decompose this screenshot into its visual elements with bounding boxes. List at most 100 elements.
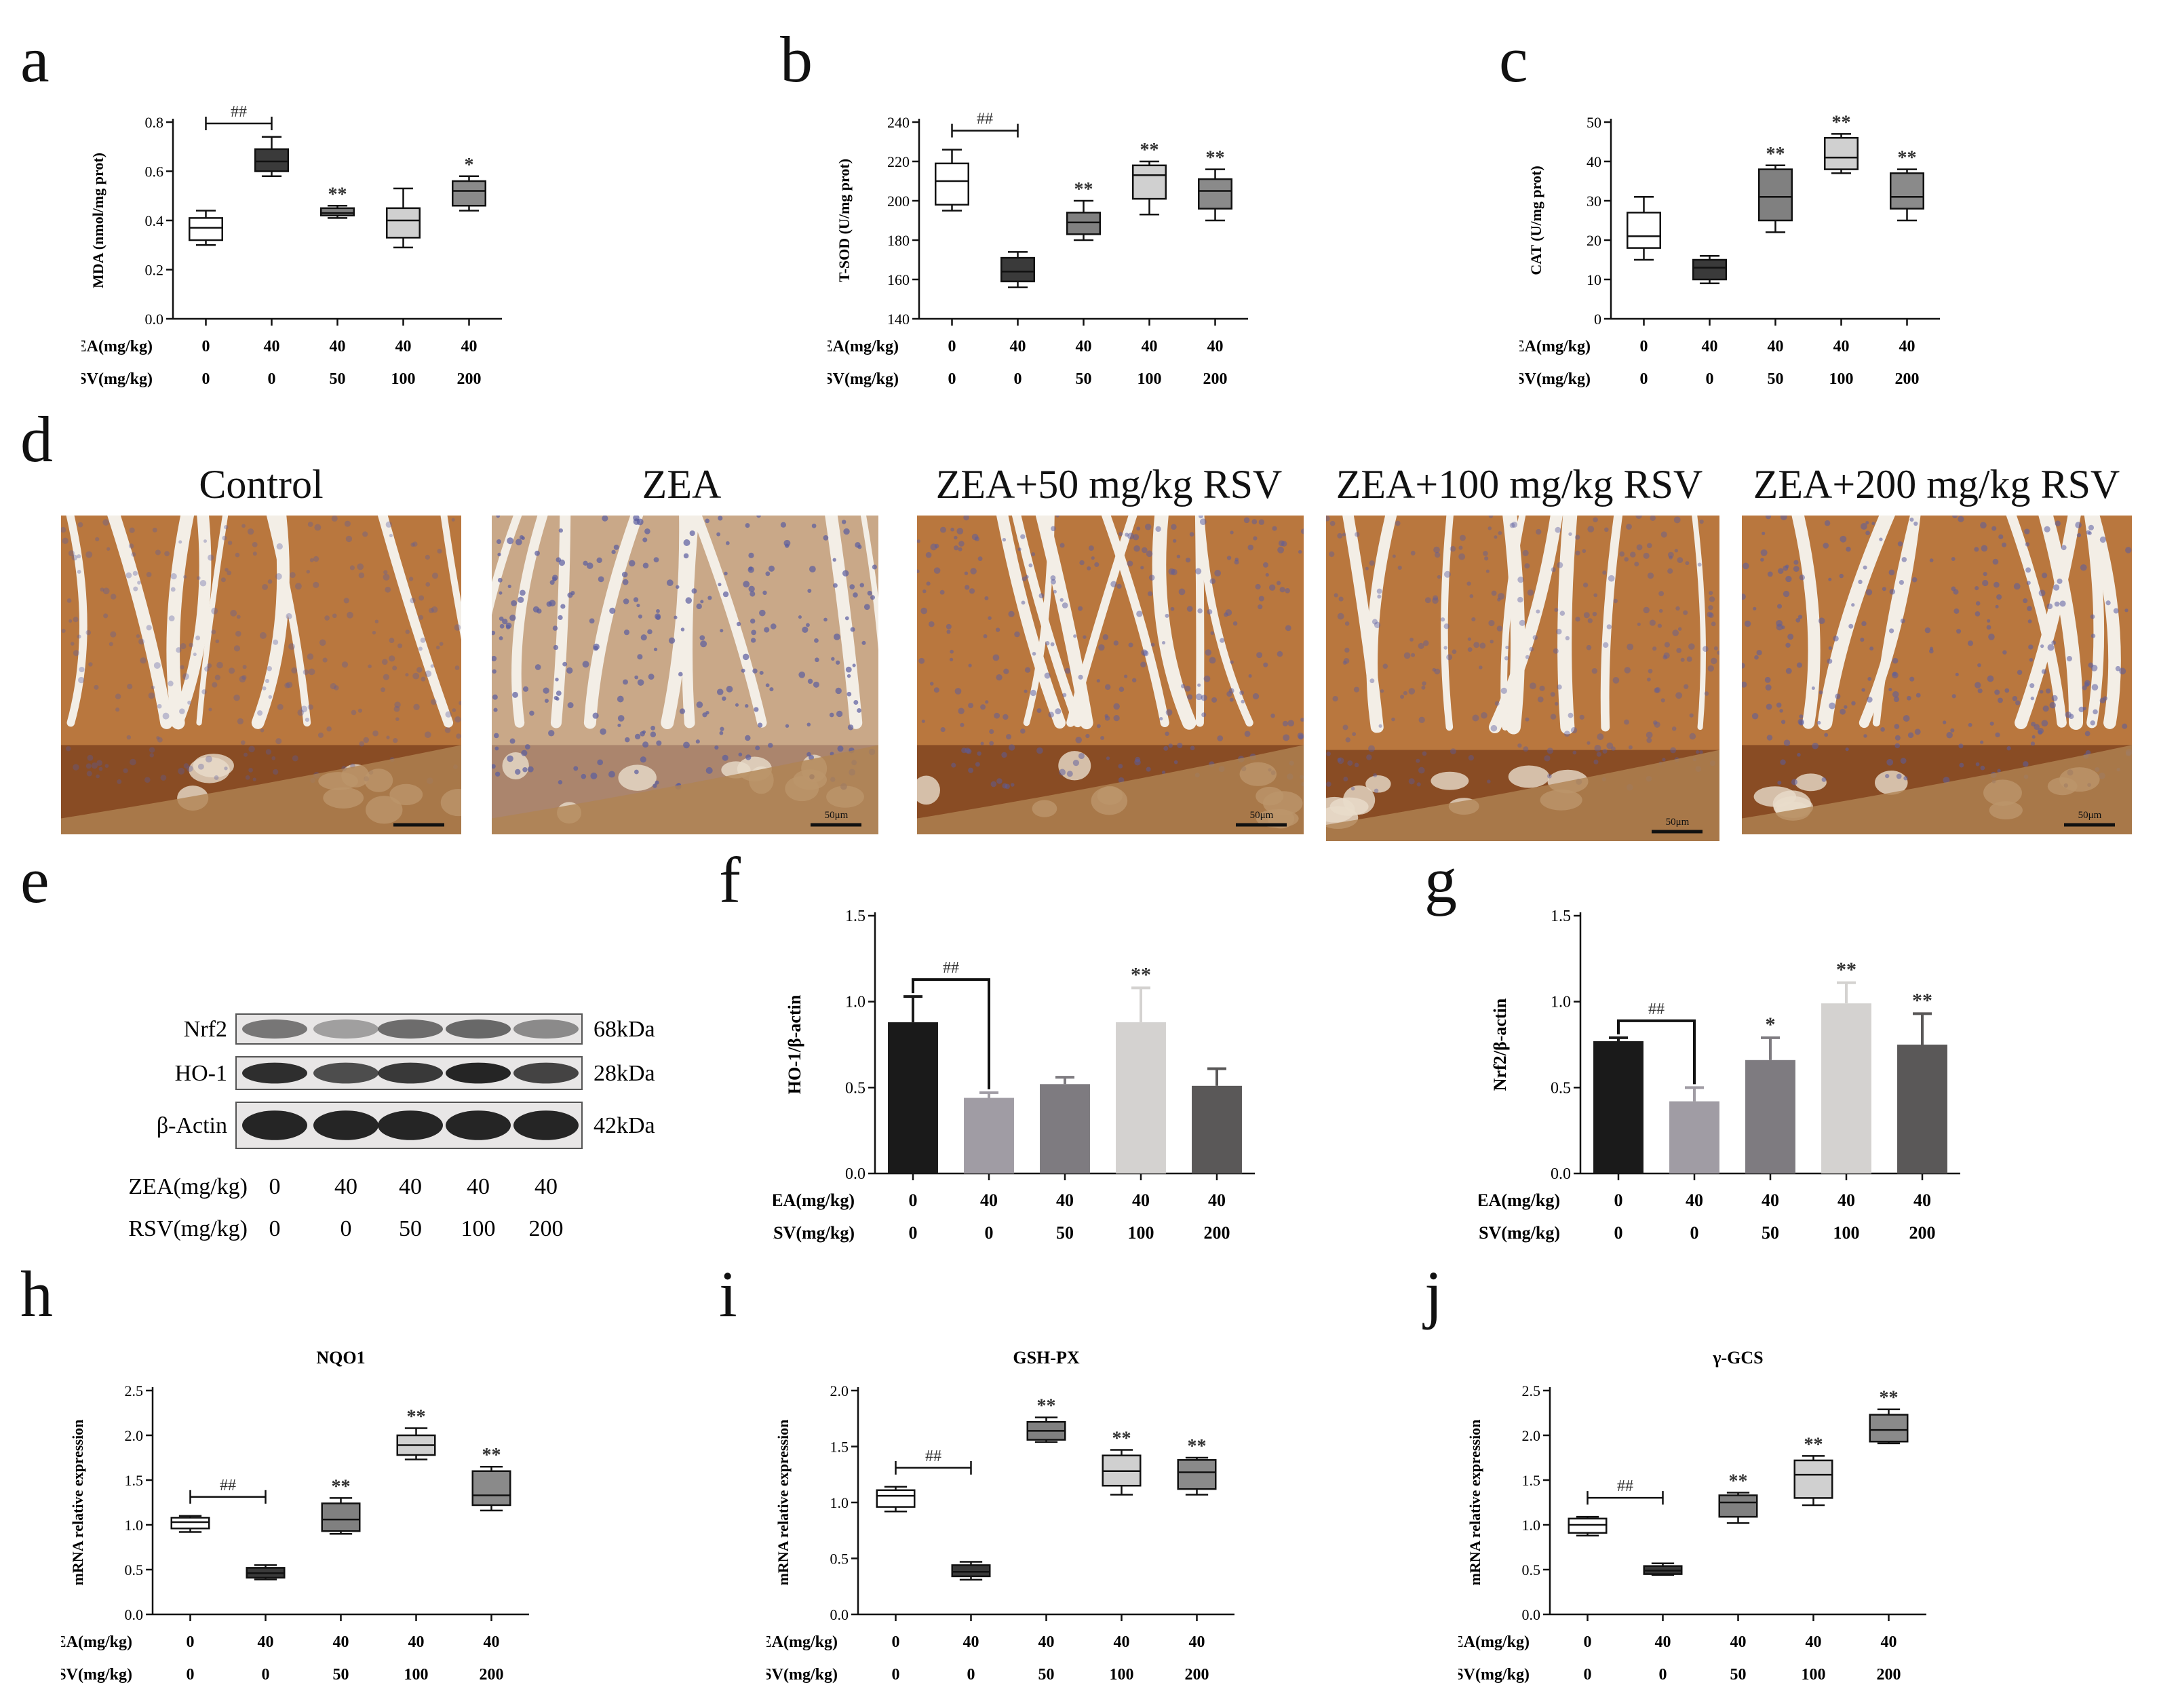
cell-nucleus xyxy=(1574,535,1580,540)
cell-nucleus xyxy=(227,570,232,576)
blot-zea-dose-1: 0 xyxy=(269,1174,281,1199)
cell-nucleus xyxy=(1421,685,1426,690)
cell-nucleus xyxy=(2088,524,2095,530)
cell-nucleus xyxy=(529,710,534,716)
cell-nucleus xyxy=(764,627,770,633)
cell-nucleus xyxy=(273,639,279,645)
cell-nucleus xyxy=(1785,667,1792,674)
cell-nucleus xyxy=(1924,627,1931,634)
cell-nucleus xyxy=(117,779,122,784)
cell-nucleus xyxy=(638,614,642,619)
significance-mark-5: ** xyxy=(1188,1436,1207,1457)
zea-dose-5: 40 xyxy=(1207,338,1224,355)
cell-nucleus xyxy=(1643,606,1650,614)
cell-nucleus xyxy=(1337,757,1344,764)
cell-nucleus xyxy=(496,539,502,545)
y-axis-label: Nrf2/β-actin xyxy=(1490,998,1510,1091)
cell-nucleus xyxy=(720,726,724,731)
cell-nucleus xyxy=(836,710,843,718)
panel-letter-g: g xyxy=(1424,844,1457,916)
box-2 xyxy=(1692,258,1727,281)
cell-nucleus xyxy=(1131,678,1137,683)
cell-nucleus xyxy=(1178,588,1186,596)
cell-nucleus xyxy=(1799,575,1805,581)
rsv-dose-5: 200 xyxy=(1895,370,1920,388)
villus-lumen xyxy=(661,516,693,730)
cell-nucleus xyxy=(1689,733,1696,740)
cell-nucleus xyxy=(1793,566,1800,572)
cell-nucleus xyxy=(1593,593,1598,598)
y-tick-label: 20 xyxy=(1587,232,1601,249)
blot-label-1: Nrf2 xyxy=(184,1017,227,1042)
cell-nucleus xyxy=(1791,779,1798,785)
cell-nucleus xyxy=(149,747,155,753)
cell-nucleus xyxy=(2017,669,2023,676)
cell-nucleus xyxy=(765,683,770,688)
cell-nucleus xyxy=(1416,782,1421,787)
zea-dose-4: 40 xyxy=(395,338,412,355)
cell-nucleus xyxy=(1900,758,1907,764)
cell-nucleus xyxy=(1523,746,1529,752)
cell-nucleus xyxy=(1975,682,1981,688)
zea-dose-2: 40 xyxy=(1702,338,1718,355)
cell-nucleus xyxy=(867,590,872,596)
cell-nucleus xyxy=(1689,713,1694,718)
cell-nucleus xyxy=(714,745,719,750)
cell-nucleus xyxy=(393,705,400,712)
panel-letter-b: b xyxy=(780,23,813,96)
cell-nucleus xyxy=(1915,693,1921,698)
cell-nucleus xyxy=(372,730,378,737)
cell-nucleus xyxy=(1418,766,1425,774)
cell-nucleus xyxy=(1298,549,1302,554)
cell-nucleus xyxy=(1554,608,1559,613)
cell-nucleus xyxy=(543,687,549,694)
cell-nucleus xyxy=(1467,637,1471,641)
cell-nucleus xyxy=(1816,720,1821,725)
cell-nucleus xyxy=(946,623,952,629)
cell-nucleus xyxy=(86,771,92,777)
bar-2 xyxy=(1669,1101,1719,1173)
cell-nucleus xyxy=(205,756,212,763)
cell-nucleus xyxy=(1190,745,1195,751)
cell-nucleus xyxy=(511,600,518,606)
cell-nucleus xyxy=(961,748,967,754)
cell-nucleus xyxy=(623,598,629,604)
cell-nucleus xyxy=(77,554,81,559)
cell-nucleus xyxy=(430,664,435,668)
cell-nucleus xyxy=(1209,657,1216,664)
blot-zea-label: ZEA(mg/kg) xyxy=(128,1174,248,1199)
cell-nucleus xyxy=(197,763,204,770)
cell-nucleus xyxy=(215,639,220,644)
cell-nucleus xyxy=(1165,613,1169,618)
y-tick-label: 0.5 xyxy=(845,1079,865,1097)
cell-nucleus xyxy=(1646,677,1651,682)
cell-nucleus xyxy=(1395,520,1401,526)
villus-lumen xyxy=(1023,516,1055,726)
bar-3 xyxy=(1040,1084,1090,1173)
cell-nucleus xyxy=(91,762,98,769)
cell-nucleus xyxy=(985,700,989,704)
box-1 xyxy=(170,1517,210,1530)
cell-nucleus xyxy=(1575,550,1580,556)
cell-nucleus xyxy=(493,707,498,712)
cell-nucleus xyxy=(1882,587,1886,591)
significance-mark-3: ** xyxy=(1037,1396,1056,1417)
cell-nucleus xyxy=(1858,579,1863,585)
cell-nucleus xyxy=(765,571,771,577)
significance-mark-3: ** xyxy=(328,184,347,205)
cell-nucleus xyxy=(65,745,71,752)
rsv-dose-4: 100 xyxy=(1110,1666,1134,1684)
cell-nucleus xyxy=(275,738,282,745)
cell-nucleus xyxy=(1660,531,1667,538)
cell-nucleus xyxy=(413,703,420,710)
cell-nucleus xyxy=(1861,688,1865,692)
cell-nucleus xyxy=(975,762,980,767)
villus-lumen xyxy=(583,516,644,729)
cell-nucleus xyxy=(1416,758,1420,763)
crypt-lumen xyxy=(917,775,940,805)
cell-nucleus xyxy=(1619,551,1625,557)
cell-nucleus xyxy=(1742,663,1745,669)
cell-nucleus xyxy=(2084,731,2090,737)
cell-nucleus xyxy=(974,536,980,542)
cell-nucleus xyxy=(204,666,210,672)
